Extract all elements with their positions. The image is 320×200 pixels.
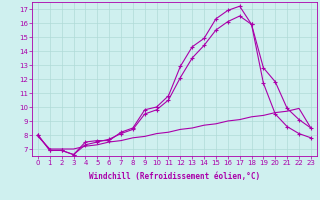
X-axis label: Windchill (Refroidissement éolien,°C): Windchill (Refroidissement éolien,°C) — [89, 172, 260, 181]
